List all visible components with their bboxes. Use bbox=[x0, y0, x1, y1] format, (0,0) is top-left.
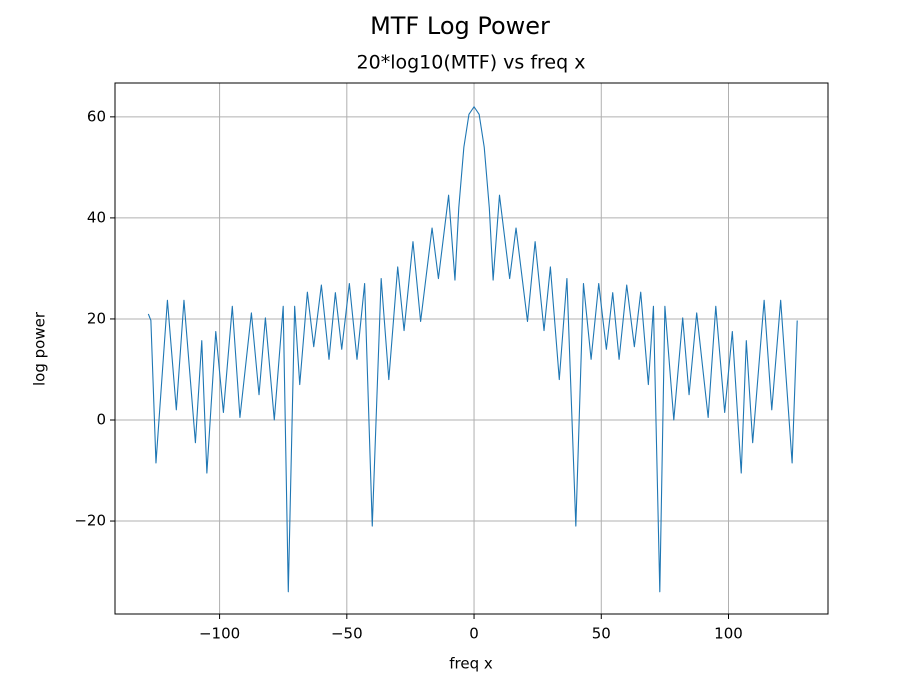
y-tick-label: 40 bbox=[87, 208, 106, 226]
data-line bbox=[147, 106, 798, 593]
x-tick-label: 0 bbox=[469, 625, 479, 643]
y-tick-label: 60 bbox=[87, 107, 106, 125]
x-axis-label: freq x bbox=[449, 655, 493, 673]
y-axis-label: log power bbox=[31, 311, 49, 386]
y-tick-label: 0 bbox=[96, 410, 106, 428]
plot-frame bbox=[114, 82, 829, 615]
chart-subtitle: 20*log10(MTF) vs freq x bbox=[357, 52, 586, 74]
y-tick-label: 20 bbox=[87, 309, 106, 327]
x-tick-label: 50 bbox=[592, 625, 611, 643]
x-tick-label: −100 bbox=[199, 625, 240, 643]
chart-title: MTF Log Power bbox=[370, 12, 550, 40]
x-tick-label: −50 bbox=[331, 625, 363, 643]
x-tick-label: 100 bbox=[714, 625, 743, 643]
y-tick-label: −20 bbox=[74, 512, 106, 530]
